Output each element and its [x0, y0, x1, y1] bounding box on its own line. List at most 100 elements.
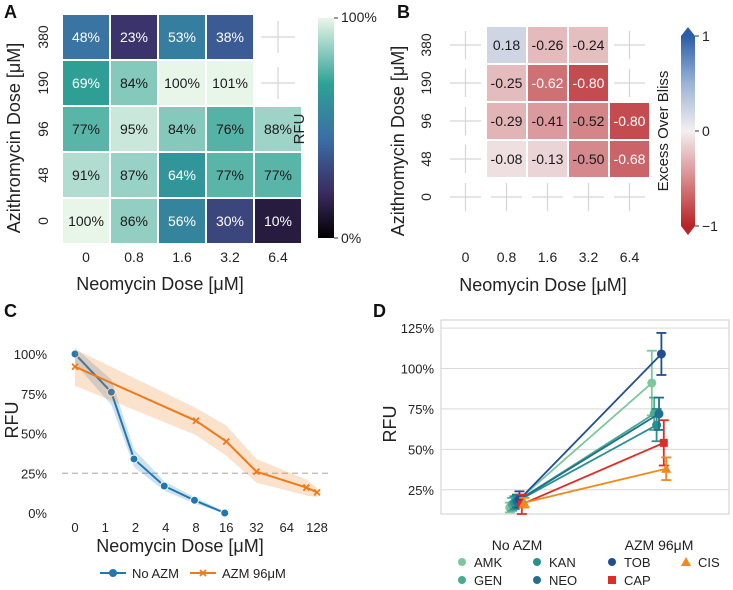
panel-d-y-tick: 50%	[408, 442, 434, 457]
panel-b-cell-label: -0.25	[491, 75, 523, 91]
panel-b-x-tick: 0	[462, 249, 470, 265]
panel-d-y-tick: 75%	[408, 402, 434, 417]
panel-b-x-tick: 6.4	[620, 249, 640, 265]
panel-c-point-no-azm	[189, 495, 199, 505]
panel-a-cell	[111, 199, 157, 243]
panel-d-connector-cis	[523, 467, 667, 504]
panel-a-cell-label: 100%	[164, 75, 200, 91]
panel-b-colorbar	[681, 36, 695, 226]
panel-a-cell	[207, 107, 253, 151]
panel-a-cell-label: 84%	[168, 121, 196, 137]
panel-d-y-axis-label: RFU	[380, 406, 400, 443]
panel-b-x-tick: 1.6	[538, 249, 558, 265]
panel-c-point-no-azm	[220, 508, 230, 518]
panel-b-colorbar-bottom-arrow	[681, 226, 695, 235]
panel-a-cell	[255, 153, 301, 197]
panel-a-cell-label: 100%	[68, 213, 104, 229]
panel-d-y-tick: 25%	[408, 483, 434, 498]
panel-a-cells: 48% 23% 53% 38% 69% 84% 100% 101% 77% 95% 84% 76% 88…	[63, 15, 301, 243]
panel-c-point-no-azm	[159, 481, 169, 491]
panel-b-cells: 0.18 -0.26 -0.24-0.25 -0.62 -0.80-0.29 -0.41-…	[450, 27, 649, 211]
panel-b-cell-label: -0.29	[491, 113, 523, 129]
panel-a-cell-label: 69%	[72, 75, 100, 91]
panel-a-cell	[63, 107, 109, 151]
panel-a-x-tick: 6.4	[268, 249, 288, 265]
panel-label-c: C	[4, 301, 17, 321]
panel-b-cell-label: -0.41	[532, 113, 564, 129]
panel-d-legend-label-kan: KAN	[549, 555, 576, 570]
panel-d-legend-label-amk: AMK	[474, 555, 503, 570]
panel-c-point-no-azm	[70, 349, 80, 359]
panel-d-point-neo	[654, 409, 664, 419]
panel-a-cell	[207, 153, 253, 197]
panel-b-cell	[487, 27, 526, 63]
panel-a-cell	[159, 199, 205, 243]
panel-a-colorbar-label: RFU	[291, 114, 308, 145]
panel-a-cell-label: 77%	[72, 121, 100, 137]
panel-label-b: B	[397, 2, 410, 22]
panel-c-x-tick: 0	[71, 520, 78, 535]
panel-b-cell-label: -0.68	[614, 151, 646, 167]
panel-a-cell-label: 30%	[216, 213, 244, 229]
panel-c-line-chart: 0% 25% 50% 75% 100% 0 1 2 4 8 16 32 64 128 Neomycin D…	[2, 347, 328, 581]
panel-d-legend-marker-kan	[533, 558, 541, 566]
panel-b-cell	[569, 141, 608, 177]
panel-b-cell	[487, 65, 526, 101]
panel-b-y-tick: 48	[418, 151, 434, 167]
panel-a-cell-label: 10%	[264, 213, 292, 229]
panel-a-cell	[255, 107, 301, 151]
panel-d-point-amk	[647, 378, 657, 388]
panel-c-legend-marker-azm96	[199, 569, 207, 577]
panel-d-legend-marker-amk	[458, 558, 466, 566]
panel-b-cell-label: -0.62	[532, 75, 564, 91]
panel-a-y-tick-labels: 380 190 96 48 0	[35, 25, 51, 225]
panel-b-cell	[610, 141, 649, 177]
panel-a-cell	[159, 107, 205, 151]
panel-a-cell-label: 86%	[120, 213, 148, 229]
panel-a-cell-label: 77%	[264, 167, 292, 183]
panel-c-y-tick: 75%	[21, 387, 47, 402]
panel-a-cell-label: 64%	[168, 167, 196, 183]
panel-a-colorbar	[318, 18, 334, 238]
panel-b-y-tick: 190	[418, 71, 434, 95]
panel-b-colorbar-top-arrow	[681, 27, 695, 36]
panel-a-cell-label: 95%	[120, 121, 148, 137]
panel-d-y-tick: 100%	[401, 362, 435, 377]
panel-c-point-azm96	[71, 363, 79, 371]
panel-d-legend-marker-neo	[533, 576, 541, 584]
panel-d-category-no-azm: No AZM	[492, 537, 543, 553]
panel-b-y-tick: 0	[418, 193, 434, 201]
panel-label-a: A	[4, 2, 17, 22]
panel-b-heatmap: 0.18 -0.26 -0.24-0.25 -0.62 -0.80-0.29 -0.41-…	[388, 27, 718, 295]
panel-d-point-cis	[519, 497, 530, 507]
panel-a-cell-label: 76%	[216, 121, 244, 137]
panel-a-cell	[159, 15, 205, 59]
panel-a-x-tick: 0	[82, 249, 90, 265]
panel-a-x-tick: 1.6	[172, 249, 192, 265]
panel-a-cell	[63, 153, 109, 197]
panel-d-connector-kan	[514, 424, 658, 504]
panel-a-cell	[111, 153, 157, 197]
panel-a-x-tick: 3.2	[220, 249, 240, 265]
panel-b-cell-label: -0.24	[573, 37, 605, 53]
panel-a-cell	[159, 61, 205, 105]
panel-d-plot-area: 25% 50% 75% 100% 125% No AZM AZM 96μM	[401, 319, 730, 553]
panel-b-cell	[528, 103, 567, 139]
panel-d-dot-plot: 25% 50% 75% 100% 125% No AZM AZM 96μM RFU AMK K…	[380, 319, 730, 588]
panel-letters: A B C D	[4, 2, 410, 321]
panel-b-cell-label: -0.52	[573, 113, 605, 129]
panel-d-legend-marker-tob	[608, 558, 616, 566]
panel-c-x-tick: 128	[306, 520, 328, 535]
panel-d-legend: AMK KAN TOB CIS GEN NEO CAP	[458, 555, 720, 588]
panel-d-connector-tob	[518, 353, 663, 501]
panel-a-cell	[63, 61, 109, 105]
panel-a-y-tick: 96	[35, 121, 51, 137]
panel-b-cell	[610, 103, 649, 139]
panel-d-connector-neo	[516, 412, 660, 502]
panel-d-frame	[440, 319, 730, 515]
panel-b-cell-label: -0.08	[491, 151, 523, 167]
panel-d-legend-label-gen: GEN	[474, 573, 502, 588]
panel-a-x-tick: 0.8	[124, 249, 144, 265]
panel-a-y-axis-label: Azithromycin Dose [μM]	[4, 43, 24, 233]
panel-c-legend-marker-no-azm	[109, 569, 117, 577]
